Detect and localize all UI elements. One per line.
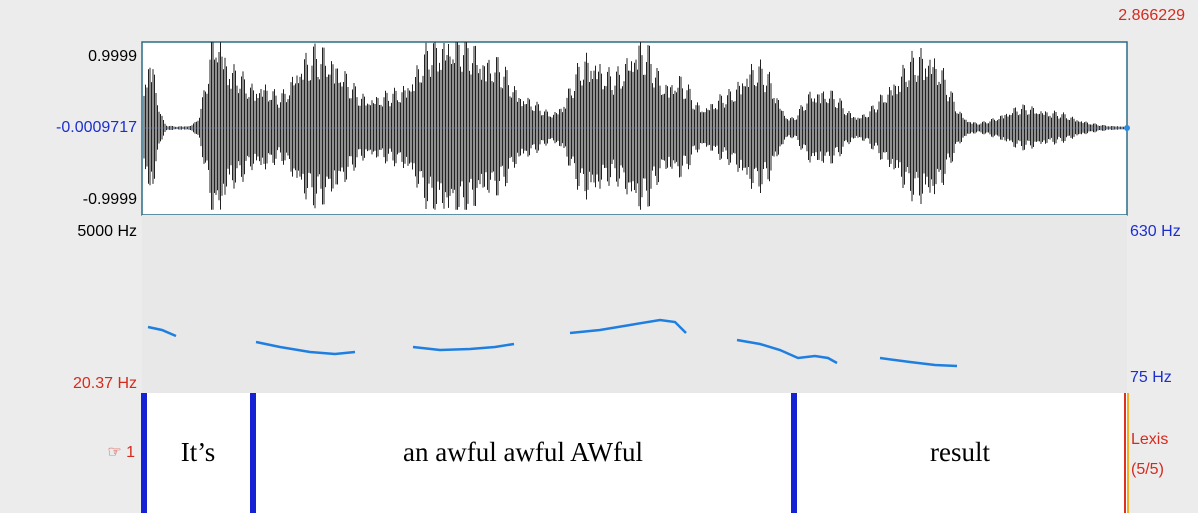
interval-label[interactable]: an awful awful AWful [403, 437, 643, 467]
boundary [250, 393, 256, 513]
end-line [1124, 393, 1126, 513]
amp-mid: -0.0009717 [56, 119, 137, 136]
amp-min: -0.9999 [83, 191, 137, 208]
boundary [791, 393, 797, 513]
pitch-min: 75 Hz [1130, 369, 1172, 386]
freq-min: 20.37 Hz [73, 375, 137, 392]
time-end: 2.866229 [1118, 7, 1185, 24]
end-line [1127, 393, 1129, 513]
interval-label[interactable]: It’s [181, 437, 216, 467]
freq-max: 5000 Hz [77, 223, 137, 240]
cursor-dot [1124, 125, 1130, 131]
tier-number[interactable]: ☞ 1 [107, 444, 135, 461]
amp-max: 0.9999 [88, 48, 137, 65]
tier-name: Lexis [1131, 431, 1168, 448]
tier-count: (5/5) [1131, 461, 1164, 478]
interval-label[interactable]: result [930, 437, 990, 467]
editor-canvas: 2.866229 0.9999 -0.0009717 -0.9999 5000 … [0, 0, 1198, 513]
praat-editor: 2.866229 0.9999 -0.0009717 -0.9999 5000 … [0, 0, 1198, 513]
spectrogram-panel [142, 215, 1127, 393]
pitch-max: 630 Hz [1130, 223, 1181, 240]
boundary [141, 393, 147, 513]
